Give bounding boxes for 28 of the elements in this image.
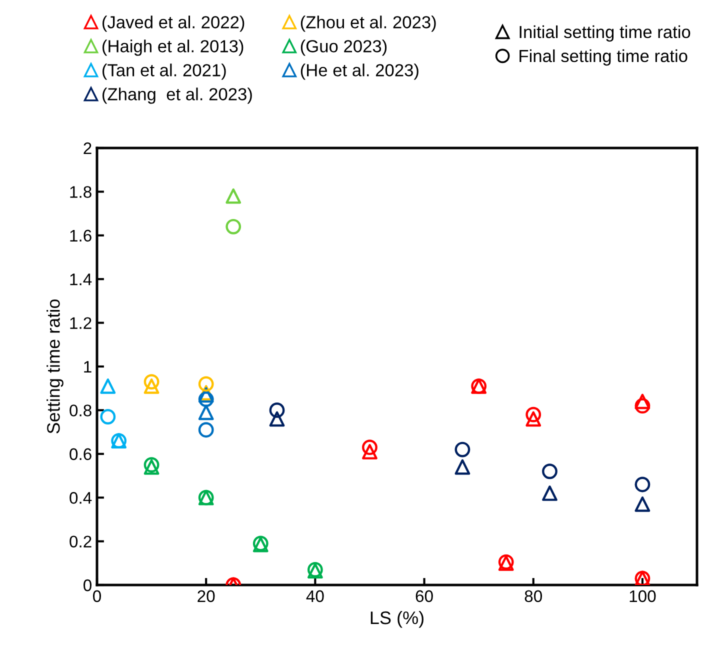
legend-label: Initial setting time ratio xyxy=(520,25,690,42)
y-tick-label: 1.8 xyxy=(70,186,92,198)
legend-label: (Zhang et al. 2023) xyxy=(102,88,252,104)
legend-label: (Zhou et al. 2023) xyxy=(300,16,436,32)
x-tick-label: 20 xyxy=(198,590,215,602)
x-tick-label: 40 xyxy=(306,590,324,602)
x-axis-title: LS (%) xyxy=(370,610,424,628)
x-tick-label: 80 xyxy=(524,590,542,602)
x-tick-label: 100 xyxy=(630,590,656,602)
y-tick-label: 0 xyxy=(84,579,92,592)
legend-label: (Tan et al. 2021) xyxy=(102,64,226,80)
y-tick-label: 1.4 xyxy=(70,274,92,286)
y-tick-label: 1 xyxy=(84,361,92,373)
y-tick-label: 0.8 xyxy=(70,404,92,416)
legend-label: (He et al. 2023) xyxy=(300,64,418,80)
y-tick-label: 0.2 xyxy=(70,536,92,548)
x-tick-label: 60 xyxy=(416,590,433,602)
y-tick-label: 0.4 xyxy=(70,492,92,504)
y-tick-label: 1.6 xyxy=(70,230,92,242)
y-axis-title: Setting time ratio xyxy=(46,300,64,434)
x-tick-label: 0 xyxy=(93,590,101,602)
y-tick-label: 1.2 xyxy=(70,317,92,329)
legend-label: (Javed et al. 2022) xyxy=(102,16,244,32)
legend-label: Final setting time ratio xyxy=(520,49,688,66)
y-tick-label: 2 xyxy=(84,142,92,154)
y-tick-label: 0.6 xyxy=(70,448,92,460)
legend-label: (Guo 2023) xyxy=(300,40,387,56)
legend-label: (Haigh et al. 2013) xyxy=(102,40,244,56)
